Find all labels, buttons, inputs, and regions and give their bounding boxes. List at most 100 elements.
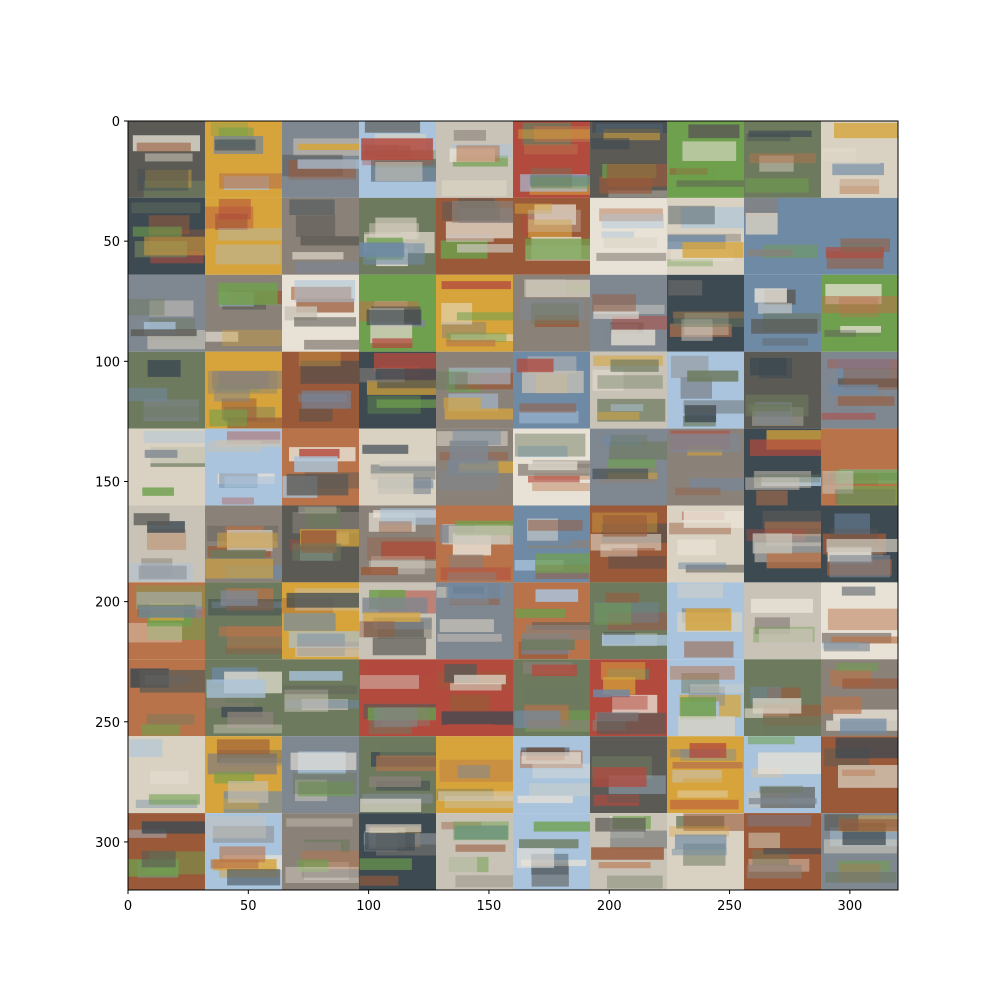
x-tick-label: 250 [717,899,742,914]
image-tile [205,813,282,890]
x-tick-label: 50 [240,899,257,914]
image-tile [359,121,436,198]
x-tick-label: 100 [356,899,381,914]
image-tile [205,736,282,814]
image-tile [128,121,205,198]
axes-frame [127,120,899,891]
image-tile [744,274,821,352]
x-tick-label: 150 [477,899,502,914]
image-tile [359,736,436,814]
image-tile [590,274,667,352]
image-tile [821,428,898,506]
image-tile [436,274,513,352]
image-tile [436,428,513,506]
image-tile [205,428,282,506]
image-tile [128,659,205,737]
image-tile [436,121,513,198]
x-tick-label: 200 [597,899,622,914]
image-tile [821,505,898,583]
image-tile [128,197,205,275]
image-tile [436,813,513,890]
image-tile [436,736,513,814]
image-tile [667,659,744,737]
image-tile [282,428,359,506]
image-tile [821,351,898,429]
x-tick-label: 0 [124,899,132,914]
image-tile [744,197,821,275]
image-tile [436,197,513,275]
image-tile [128,582,205,660]
x-tick-label: 300 [837,899,862,914]
image-tile [513,274,590,352]
image-tile [282,659,359,737]
y-tick-label: 150 [95,475,120,490]
image-tile [821,582,898,660]
image-tile [282,736,359,814]
image-tile [513,428,590,506]
image-tile [667,351,744,429]
image-tile [744,505,821,583]
image-tile [513,351,590,429]
image-tile [359,582,436,660]
image-tile [282,197,359,275]
image-tile [205,659,282,737]
y-tick-label: 250 [95,716,120,731]
image-tile [590,582,667,660]
image-tile [513,736,590,814]
image-tile [282,351,359,429]
image-tile [205,121,282,198]
image-tile [128,736,205,814]
image-tile [590,197,667,275]
image-tile [590,505,667,583]
image-tile [513,659,590,737]
image-tile [667,736,744,814]
image-tile [667,505,744,583]
image-tile [282,121,359,198]
image-tile [667,121,744,198]
image-tile [744,428,821,506]
image-tile [359,274,436,352]
image-tile [359,428,436,506]
image-tile [821,736,898,814]
image-tile [821,121,898,198]
image-tile [205,582,282,660]
image-tile [205,351,282,429]
image-tile [667,813,744,890]
image-tile [513,505,590,583]
y-axis: 0 50 100 150 200 250 300 [95,115,128,851]
image-tile [359,351,436,429]
image-tile [821,274,898,352]
image-tile [359,659,436,737]
image-tile [436,351,513,429]
image-tile [513,121,590,198]
image-tile [590,736,667,814]
x-axis: 0 50 100 150 200 250 300 [124,890,862,914]
image-tile [744,813,821,890]
image-tile [359,505,436,583]
y-tick-label: 200 [95,596,120,611]
image-tile [667,197,744,275]
image-tile [282,582,359,660]
image-tile [513,813,590,890]
image-tile [667,274,744,352]
image-tile [744,351,821,429]
image-tile [128,505,205,583]
image-tile [590,121,667,198]
image-tile [282,813,359,890]
image-tile [744,582,821,660]
image-tile [359,813,436,890]
y-tick-label: 300 [95,836,120,851]
image-tile [128,351,205,429]
image-tile [282,274,359,352]
image-tile [513,582,590,660]
y-tick-label: 0 [112,115,120,130]
image-tile [205,505,282,583]
image-tile [821,659,898,737]
image-tile [205,274,282,352]
image-tile [590,813,667,890]
image-tile [667,582,744,660]
image-tile [744,121,821,198]
image-tile [821,813,898,890]
y-tick-label: 50 [103,235,120,250]
